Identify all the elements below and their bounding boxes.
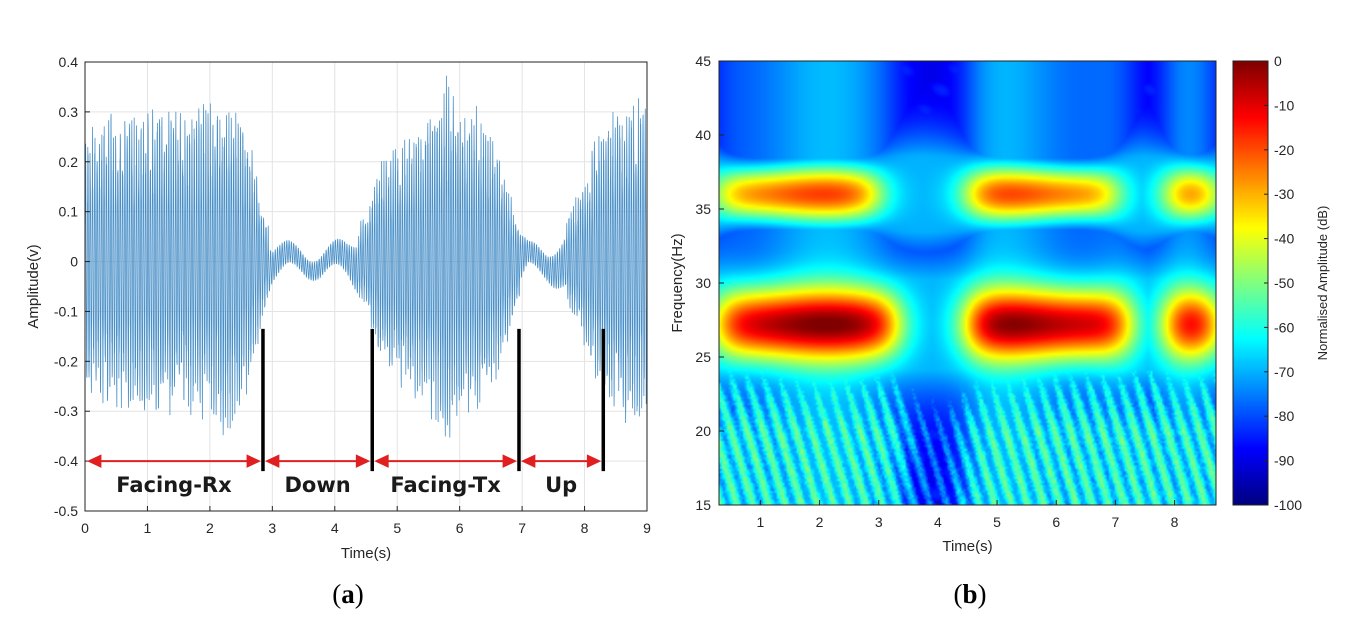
spectrogram-y-tick-label: 40 — [695, 127, 711, 143]
spectrogram-x-ticks: 1 2 3 4 5 6 7 8 — [757, 500, 1179, 530]
colorbar-tick-label: -60 — [1274, 319, 1294, 335]
amplitude-signal — [84, 75, 648, 438]
spectrogram-x-tick-label: 3 — [875, 514, 883, 530]
spectrogram-x-tick-label: 6 — [1052, 514, 1060, 530]
colorbar-tick-label: -10 — [1274, 97, 1294, 113]
amplitude-x-tick-label: 5 — [393, 520, 401, 536]
segment-arrow-head — [502, 454, 517, 468]
spectrogram-y-tick-label: 30 — [695, 275, 711, 291]
amplitude-x-axis-label: Time(s) — [341, 545, 391, 562]
colorbar — [1233, 61, 1268, 505]
segment-label: Facing-Tx — [390, 473, 501, 497]
spectrogram-y-tick-label: 35 — [695, 201, 711, 217]
amplitude-y-tick-label: 0.2 — [59, 154, 79, 170]
colorbar-tick-label: -80 — [1274, 408, 1294, 424]
amplitude-x-tick-label: 2 — [206, 520, 214, 536]
panel-label-a: (a) — [332, 579, 364, 609]
amplitude-y-tick-label: -0.4 — [54, 453, 78, 469]
spectrogram-heatmap — [719, 61, 1216, 505]
segment-label: Up — [545, 473, 577, 497]
amplitude-y-tick-label: -0.1 — [54, 303, 78, 319]
amplitude-y-tick-label: -0.3 — [54, 403, 78, 419]
colorbar-tick-label: -70 — [1274, 364, 1294, 380]
colorbar-tick-label: 0 — [1274, 53, 1282, 69]
colorbar-tick-label: -100 — [1274, 497, 1302, 513]
colorbar-tick-label: -40 — [1274, 231, 1294, 247]
amplitude-x-ticks: 0 1 2 3 4 5 6 7 8 9 — [81, 506, 651, 536]
spectrogram-y-tick-label: 20 — [695, 423, 711, 439]
spectrogram-x-tick-label: 2 — [816, 514, 824, 530]
spectrogram-x-tick-label: 4 — [934, 514, 942, 530]
colorbar-tick-label: -30 — [1274, 186, 1294, 202]
spectrogram-y-tick-label: 45 — [695, 53, 711, 69]
amplitude-x-tick-label: 8 — [581, 520, 589, 536]
segment-arrows — [87, 454, 602, 468]
segment-label: Facing-Rx — [116, 473, 232, 497]
amplitude-chart: 0 1 2 3 4 5 6 7 8 9 0.4 0.3 0.2 0.1 0 -0.1 -0.2 -0.3 -0.4… — [25, 54, 651, 609]
amplitude-y-tick-label: 0.1 — [59, 204, 79, 220]
amplitude-y-tick-label: 0.4 — [59, 54, 79, 70]
amplitude-x-tick-label: 4 — [331, 520, 339, 536]
colorbar-tick-label: -90 — [1274, 453, 1294, 469]
amplitude-x-tick-label: 6 — [456, 520, 464, 536]
segment-labels: Facing-Rx Down Facing-Tx Up — [116, 473, 577, 497]
amplitude-y-tick-label: -0.5 — [54, 503, 78, 519]
segment-arrow-head — [586, 454, 602, 468]
amplitude-x-tick-label: 1 — [144, 520, 152, 536]
segment-arrow-head — [520, 454, 536, 468]
amplitude-x-tick-label: 3 — [268, 520, 276, 536]
amplitude-y-tick-label: 0.3 — [59, 104, 79, 120]
spectrogram-x-tick-label: 5 — [993, 514, 1001, 530]
segment-arrow-head — [355, 454, 371, 468]
spectrogram-x-axis-label: Time(s) — [942, 538, 992, 555]
amplitude-axes-border — [84, 61, 648, 512]
colorbar-ticks: 0 -10 -20 -30 -40 -50 -60 -70 -80 -90 -100 — [1264, 53, 1302, 513]
segment-markers — [261, 328, 606, 472]
segment-arrow-head — [374, 454, 389, 468]
segment-arrow-head — [246, 454, 261, 468]
spectrogram-y-tick-label: 15 — [695, 497, 711, 513]
amplitude-x-tick-label: 0 — [81, 520, 89, 536]
spectrogram-x-tick-label: 7 — [1112, 514, 1120, 530]
amplitude-x-tick-label: 7 — [518, 520, 526, 536]
spectrogram-y-axis-label: Frequency(Hz) — [669, 233, 686, 332]
spectrogram-x-tick-label: 8 — [1171, 514, 1179, 530]
panel-label-b: (b) — [953, 579, 986, 609]
colorbar-label: Normalised Amplitude (dB) — [1315, 206, 1330, 361]
spectrogram-y-ticks: 45 40 35 30 25 20 15 — [695, 53, 724, 513]
amplitude-grid — [85, 62, 647, 511]
colorbar-tick-label: -50 — [1274, 275, 1294, 291]
segment-label: Down — [284, 473, 350, 497]
spectrogram-x-tick-label: 1 — [757, 514, 765, 530]
amplitude-y-tick-label: -0.2 — [54, 353, 78, 369]
colorbar-tick-label: -20 — [1274, 142, 1294, 158]
amplitude-y-axis-label: Amplitude(v) — [25, 244, 42, 328]
segment-arrow-head — [87, 454, 102, 468]
amplitude-y-tick-label: 0 — [70, 254, 78, 270]
spectrogram-y-tick-label: 25 — [695, 349, 711, 365]
amplitude-x-tick-label: 9 — [643, 520, 651, 536]
amplitude-signal-trace — [84, 75, 648, 438]
segment-arrow-head — [264, 454, 280, 468]
amplitude-y-ticks: 0.4 0.3 0.2 0.1 0 -0.1 -0.2 -0.3 -0.4 -0.5 — [54, 54, 90, 519]
